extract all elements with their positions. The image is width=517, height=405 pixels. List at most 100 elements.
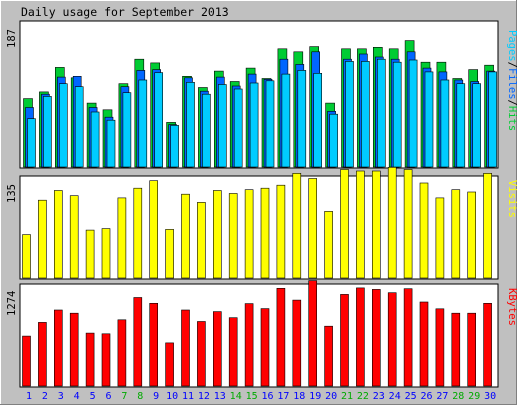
bar-pages-day-9 (154, 72, 163, 168)
bar-pages-day-11 (186, 82, 195, 168)
legend-text-legend-hits-2: Files (506, 68, 517, 100)
day-label-30: 30 (484, 391, 496, 402)
bar-kbytes-day-1 (22, 335, 31, 387)
bar-pages-day-6 (106, 119, 116, 168)
bar-kbytes-day-29 (467, 312, 477, 387)
bar-kbytes-day-18 (292, 299, 302, 387)
bar-kbytes-day-14 (228, 317, 238, 387)
bar-pages-day-10 (170, 125, 179, 168)
day-label-2: 2 (42, 391, 48, 402)
bar-pages-day-19 (313, 73, 323, 168)
bar-pages-day-26 (424, 71, 434, 168)
bar-pages-day-28 (456, 83, 466, 168)
bar-kbytes-day-13 (213, 311, 222, 387)
legend-visits: Visits (506, 180, 517, 218)
bar-kbytes-day-23 (371, 289, 381, 387)
x-axis-day-labels: 1 2 3 4 5 6 7 8 9 10 11 12 13 14 15 16 17 18 19 20 21 22 23 24 2… (26, 391, 496, 402)
bar-visits-day-1 (22, 234, 31, 279)
day-label-7: 7 (121, 391, 127, 402)
day-label-19: 19 (309, 391, 321, 402)
bar-kbytes-day-24 (387, 292, 397, 387)
bar-kbytes-day-28 (451, 312, 461, 387)
bar-visits-day-11 (181, 193, 190, 279)
bar-kbytes-day-17 (276, 287, 286, 387)
bar-kbytes-day-16 (260, 308, 270, 387)
day-label-29: 29 (468, 391, 480, 402)
bar-visits-day-3 (53, 190, 63, 279)
bar-pages-day-17 (281, 73, 291, 168)
bar-pages-day-27 (440, 79, 450, 168)
bar-kbytes-day-22 (356, 287, 365, 387)
bar-pages-day-18 (297, 70, 307, 168)
bar-visits-day-8 (133, 187, 143, 279)
bar-pages-day-5 (90, 111, 100, 168)
bar-kbytes-day-9 (149, 302, 158, 387)
day-label-8: 8 (137, 391, 143, 402)
bar-kbytes-day-6 (101, 333, 111, 387)
day-label-13: 13 (214, 391, 226, 402)
bar-visits-day-23 (371, 170, 381, 279)
bar-visits-day-5 (85, 229, 95, 279)
day-label-25: 25 (405, 391, 417, 402)
day-label-12: 12 (198, 391, 210, 402)
bar-visits-day-25 (403, 169, 413, 279)
bar-kbytes-day-8 (133, 297, 143, 387)
panel-visits (19, 175, 499, 280)
ymax-label-visits: 135 (6, 184, 18, 203)
ymax-label-hits: 187 (6, 29, 18, 48)
bar-visits-day-22 (356, 170, 365, 279)
day-label-6: 6 (105, 391, 111, 402)
day-label-14: 14 (230, 391, 242, 402)
day-label-9: 9 (153, 391, 159, 402)
day-label-24: 24 (389, 391, 401, 402)
day-label-18: 18 (293, 391, 305, 402)
bar-kbytes-day-7 (117, 319, 127, 387)
bars-kbytes (22, 280, 492, 387)
bar-kbytes-day-21 (340, 294, 349, 387)
bar-pages-day-21 (345, 61, 354, 168)
bar-pages-day-15 (249, 82, 259, 168)
bar-visits-day-4 (69, 195, 79, 279)
bar-kbytes-day-25 (403, 288, 413, 387)
day-label-27: 27 (436, 391, 448, 402)
day-label-4: 4 (74, 391, 80, 402)
bar-kbytes-day-11 (181, 309, 190, 387)
bar-kbytes-day-27 (435, 308, 445, 387)
bars-pages-files-hits (23, 40, 497, 168)
bar-visits-day-24 (387, 167, 397, 279)
bar-visits-day-17 (276, 184, 286, 279)
bar-kbytes-day-15 (244, 303, 254, 387)
bar-kbytes-day-20 (324, 325, 333, 387)
bar-pages-day-30 (488, 71, 497, 168)
bar-kbytes-day-3 (53, 309, 63, 387)
bar-visits-day-10 (165, 229, 174, 279)
bar-visits-day-6 (101, 228, 111, 279)
legend-text-legend-hits-1: / (506, 62, 517, 68)
legend-text-legend-visits-0: Visits (506, 180, 517, 218)
day-label-5: 5 (90, 391, 96, 402)
bar-visits-day-27 (435, 197, 445, 279)
day-label-23: 23 (373, 391, 385, 402)
day-label-1: 1 (26, 391, 32, 402)
bar-kbytes-day-12 (197, 321, 206, 387)
day-label-10: 10 (166, 391, 178, 402)
bar-kbytes-day-5 (85, 332, 95, 387)
bar-visits-day-28 (451, 189, 461, 279)
day-label-17: 17 (277, 391, 289, 402)
bar-pages-day-14 (233, 88, 243, 168)
bar-visits-day-12 (197, 202, 206, 279)
bar-pages-day-1 (27, 118, 36, 168)
bar-visits-day-29 (467, 191, 477, 279)
bar-pages-day-13 (218, 84, 227, 168)
legend-pages-files-hits: Pages/Files/Hits (506, 30, 517, 131)
bar-visits-day-16 (260, 187, 270, 279)
bar-visits-day-20 (324, 211, 333, 279)
bar-visits-day-30 (483, 173, 492, 279)
bar-pages-day-2 (43, 96, 52, 168)
bar-visits-day-7 (117, 197, 127, 279)
bar-pages-day-3 (58, 83, 68, 168)
day-label-15: 15 (246, 391, 258, 402)
bar-kbytes-day-10 (165, 342, 174, 387)
day-label-26: 26 (420, 391, 432, 402)
